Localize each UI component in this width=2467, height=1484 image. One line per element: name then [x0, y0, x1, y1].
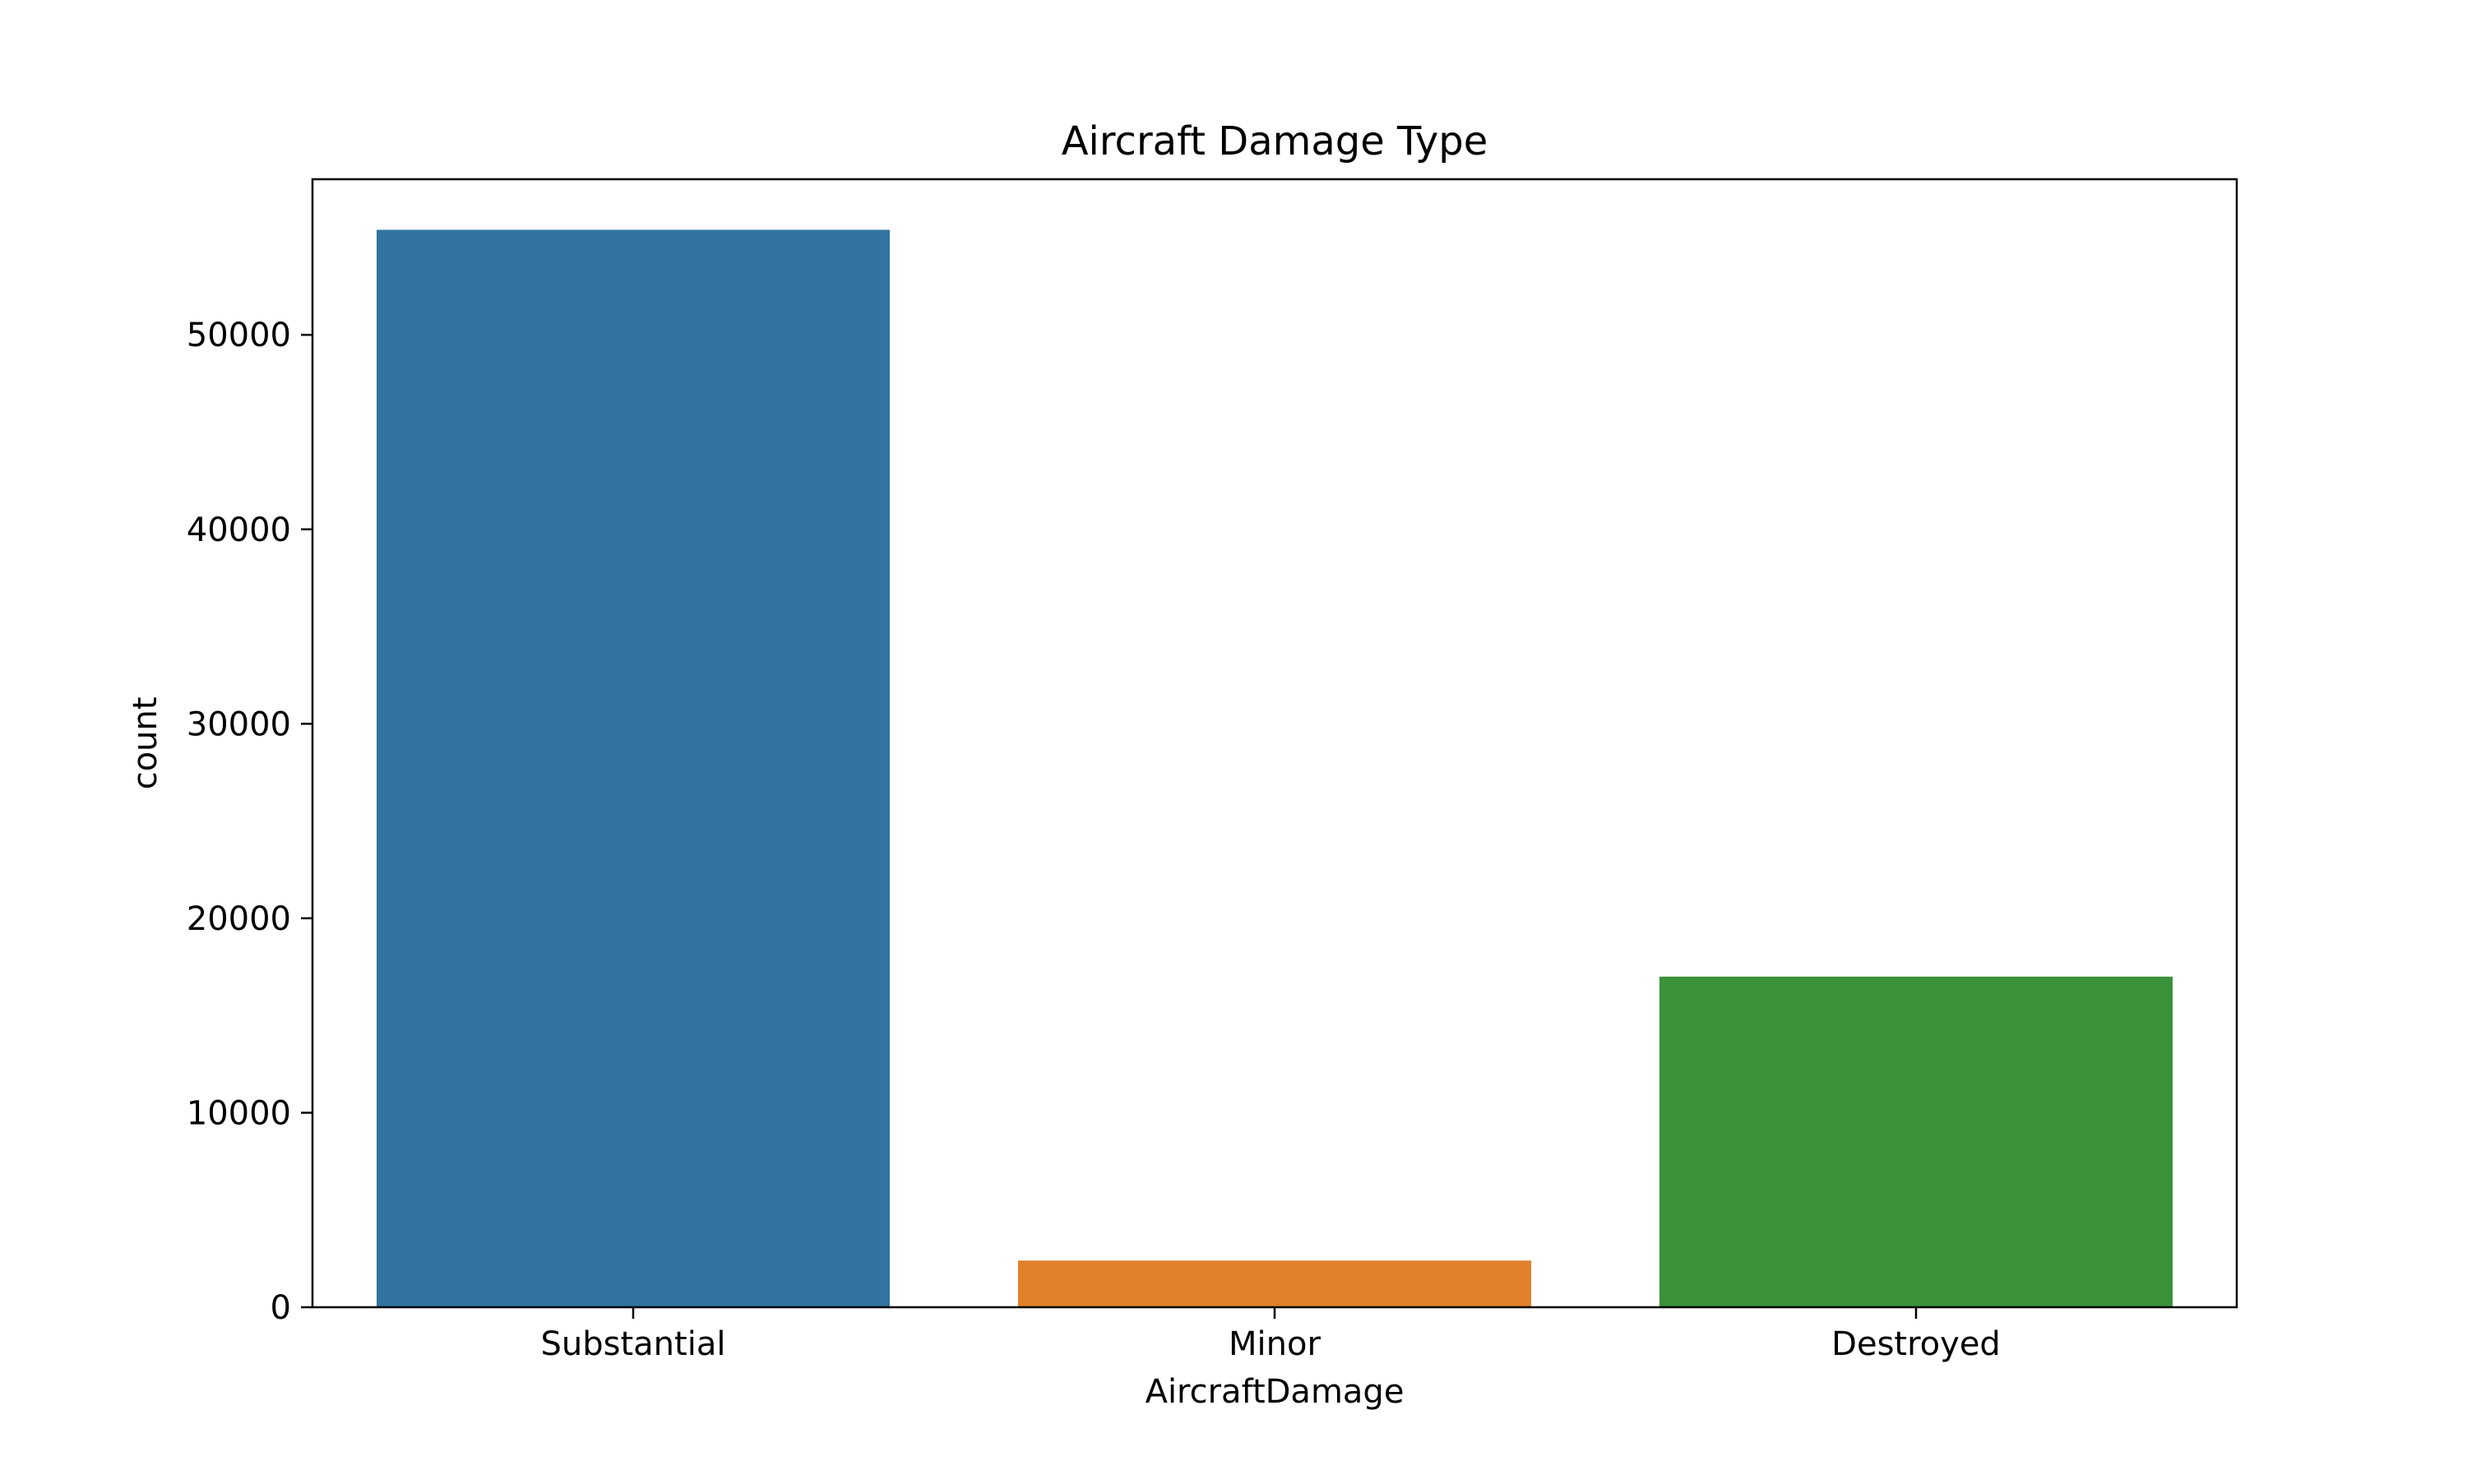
bar-minor: [1018, 1260, 1531, 1307]
bar-destroyed: [1659, 976, 2173, 1307]
y-tick-label: 30000: [187, 705, 291, 743]
chart-title: Aircraft Damage Type: [1062, 118, 1488, 164]
x-tick-label: Destroyed: [1831, 1325, 2001, 1363]
y-tick-label: 40000: [187, 511, 291, 549]
y-tick-label: 50000: [187, 317, 291, 354]
bars-group: [377, 229, 2173, 1308]
x-tick-label: Minor: [1229, 1325, 1321, 1363]
x-axis-label: AircraftDamage: [1146, 1373, 1405, 1411]
y-tick-label: 0: [271, 1289, 291, 1327]
y-axis-ticks: 0 10000 20000 30000 40000 50000: [187, 317, 312, 1327]
bar-substantial: [377, 229, 890, 1308]
y-tick-label: 20000: [187, 900, 291, 938]
plot-frame: [311, 178, 2238, 1309]
x-tick-label: Substantial: [541, 1325, 726, 1363]
y-tick-label: 10000: [187, 1094, 291, 1132]
y-axis-label: count: [127, 697, 164, 790]
x-axis-ticks: Substantial Minor Destroyed: [541, 1307, 2001, 1363]
